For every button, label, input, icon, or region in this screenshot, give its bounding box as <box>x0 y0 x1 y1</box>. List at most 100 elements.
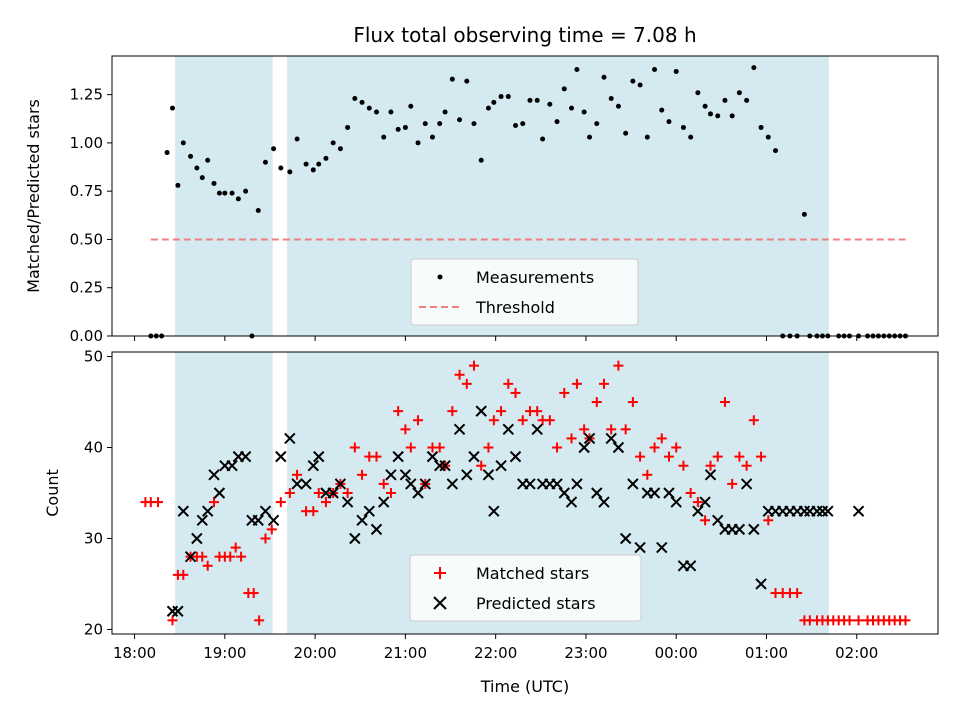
predicted-stars-point <box>634 541 646 554</box>
predicted-stars-point <box>583 432 596 445</box>
y-tick-label: 0.50 <box>70 230 103 248</box>
predicted-stars-point <box>627 478 639 490</box>
matched-stars-point <box>496 406 507 417</box>
predicted-stars-point <box>571 478 583 490</box>
measurement-point <box>359 99 365 105</box>
measurement-point <box>527 97 533 103</box>
predicted-stars-point <box>313 450 325 463</box>
matched-stars-point <box>663 451 674 462</box>
matched-stars-point <box>571 378 582 389</box>
predicted-stars-point <box>405 478 417 490</box>
measurement-point <box>402 124 408 130</box>
matched-stars-point <box>635 451 646 462</box>
matched-stars-point <box>620 424 631 435</box>
measurement-point <box>422 121 428 127</box>
measurement-point <box>547 101 553 107</box>
measurement-point <box>652 67 658 73</box>
predicted-stars-point <box>412 487 424 499</box>
measurement-point <box>561 86 567 92</box>
matched-stars-point <box>627 397 638 408</box>
legend-predicted-marker <box>433 596 447 610</box>
predicted-stars-point <box>740 478 753 490</box>
measurement-point <box>188 153 194 159</box>
matched-stars-point <box>434 442 445 453</box>
ratio-panel: 0.00 0.25 0.50 0.75 1.00 1.25 Flux total obse… <box>24 23 939 345</box>
matched-stars-point <box>579 424 590 435</box>
ratio-legend-box <box>410 258 639 326</box>
matched-stars-point <box>378 478 389 489</box>
measurement-point <box>773 148 779 154</box>
y-tick-label: 50 <box>84 348 103 366</box>
predicted-stars-point <box>392 450 404 463</box>
predicted-stars-point <box>453 423 466 436</box>
measurement-point <box>513 123 519 129</box>
ratio-plot-frame <box>111 55 939 337</box>
predicted-stars-point <box>578 441 590 454</box>
measurement-point <box>608 95 614 101</box>
observing-span-0 <box>175 352 273 634</box>
predicted-stars-point <box>502 423 515 436</box>
matched-stars-point <box>236 551 247 562</box>
predicted-stars-point <box>656 541 668 554</box>
predicted-stars-point <box>524 478 536 490</box>
predicted-stars-point <box>349 532 361 545</box>
matched-stars-point <box>320 497 331 508</box>
count-plot-frame <box>111 351 939 635</box>
measurement-point <box>381 134 387 140</box>
matched-stars-point <box>468 360 479 371</box>
measurement-point <box>337 146 343 152</box>
matched-stars-point <box>642 469 653 480</box>
measurement-point <box>765 134 771 140</box>
predicted-stars-point <box>684 560 697 572</box>
matched-stars-point <box>705 460 716 471</box>
measurement-point <box>637 82 643 88</box>
legend-predicted-label: Predicted stars <box>476 594 596 613</box>
matched-stars-point <box>727 478 738 489</box>
predicted-stars-point <box>378 496 390 508</box>
measurement-point <box>751 65 757 71</box>
measurement-point <box>271 146 277 152</box>
measurement-point <box>449 76 455 82</box>
matched-stars-point <box>266 524 277 535</box>
predicted-stars-point <box>363 505 375 517</box>
predicted-stars-point <box>327 487 339 499</box>
measurement-point <box>498 94 504 100</box>
predicted-stars-point <box>461 469 473 481</box>
predicted-stars-point <box>475 405 487 417</box>
count-panel: 20 30 40 50 18:00 19:00 20:00 21:00 22:00 23:00 0… <box>43 348 939 696</box>
measurement-point <box>715 113 721 119</box>
predicted-stars-point <box>598 496 610 508</box>
chart-title: Flux total observing time = 7.08 h <box>353 23 696 47</box>
matched-stars-point <box>844 615 855 626</box>
matched-stars-point <box>275 497 286 508</box>
matched-stars-point <box>349 442 360 453</box>
measurement-point <box>688 134 694 140</box>
y-tick-label: 0.00 <box>70 327 103 345</box>
predicted-stars-point <box>733 523 746 536</box>
matched-stars-point <box>178 569 189 580</box>
measurement-point <box>216 190 222 196</box>
predicted-stars-point <box>291 478 303 490</box>
matched-stars-point <box>292 469 303 480</box>
predicted-stars-point <box>239 450 252 463</box>
measurement-point <box>801 211 807 217</box>
predicted-stars-point <box>551 478 563 490</box>
predicted-stars-point <box>852 505 865 517</box>
predicted-stars-point <box>284 432 296 445</box>
measurement-point <box>352 95 358 101</box>
predicted-stars-point <box>419 478 431 490</box>
measurement-point <box>194 165 200 171</box>
matched-stars-point <box>748 415 759 426</box>
matched-stars-point <box>712 451 723 462</box>
measurement-point <box>729 113 735 119</box>
measurement-point <box>303 161 309 167</box>
measurement-point <box>520 121 526 127</box>
measurement-point <box>374 109 380 115</box>
predicted-stars-point <box>755 578 767 590</box>
legend-matched-label: Matched stars <box>476 564 589 583</box>
measurement-point <box>680 124 686 130</box>
matched-stars-point <box>483 442 494 453</box>
measurement-point <box>205 157 211 163</box>
predicted-stars-point <box>259 505 272 517</box>
